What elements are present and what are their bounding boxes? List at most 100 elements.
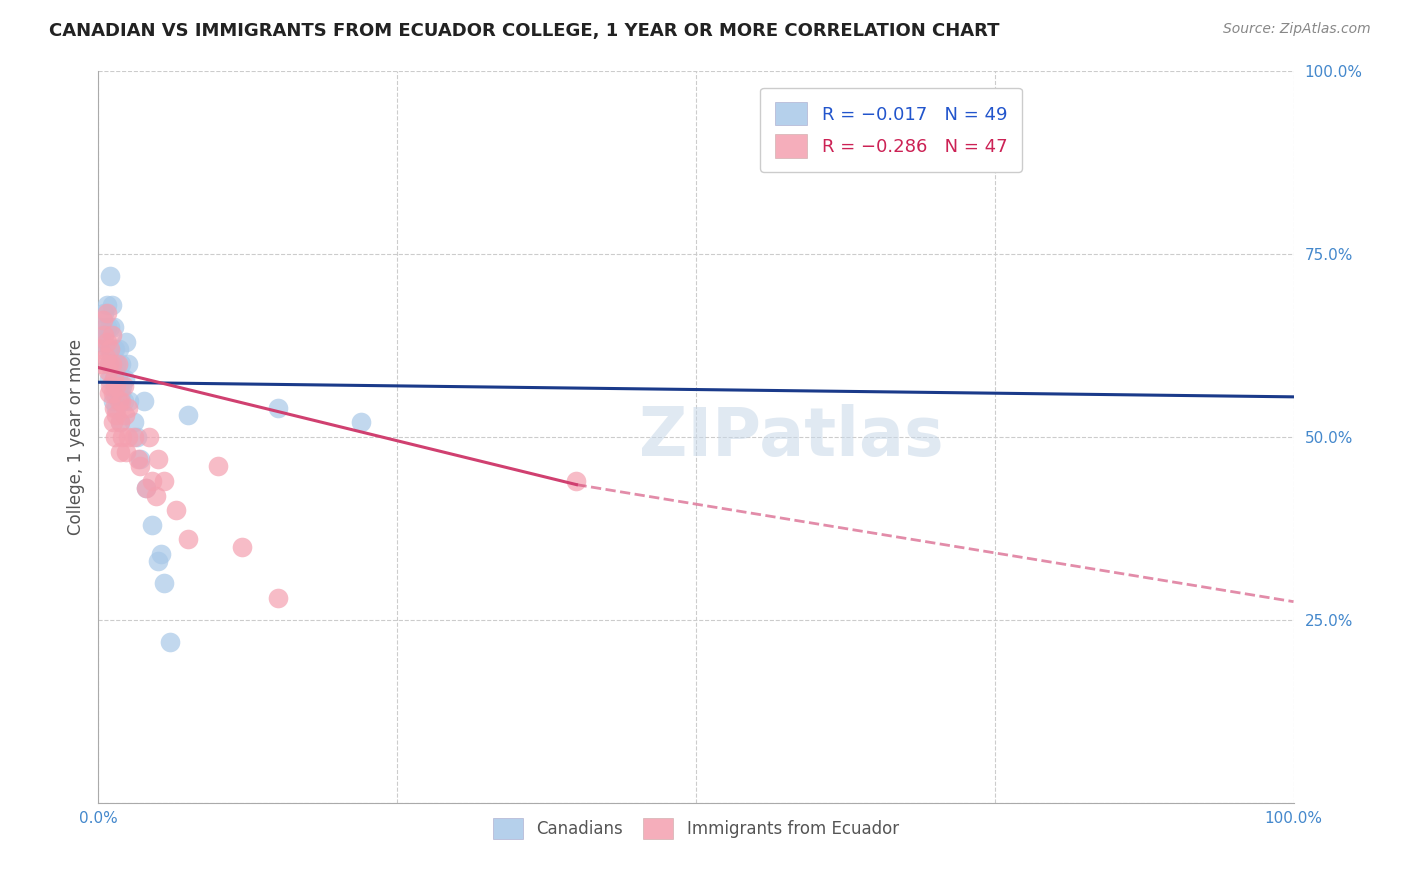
Point: [118, 393, 141, 408]
Point: [108, 393, 131, 408]
Point: [145, 489, 167, 503]
Point: [111, 379, 134, 393]
Point: [100, 327, 122, 342]
Point: [89, 320, 111, 334]
Point: [148, 452, 170, 467]
Point: [153, 576, 176, 591]
Point: [97, 343, 120, 357]
Y-axis label: College, 1 year or more: College, 1 year or more: [66, 339, 84, 535]
Point: [98, 343, 122, 357]
Point: [100, 357, 122, 371]
Point: [98, 343, 122, 357]
Point: [135, 481, 157, 495]
Point: [101, 386, 124, 401]
Point: [149, 547, 172, 561]
Point: [125, 430, 148, 444]
Point: [165, 503, 187, 517]
Point: [103, 320, 125, 334]
Point: [267, 401, 290, 415]
Point: [107, 357, 129, 371]
Point: [107, 343, 129, 357]
Point: [93, 327, 115, 342]
Point: [103, 343, 125, 357]
Point: [177, 408, 200, 422]
Point: [112, 379, 135, 393]
Point: [132, 393, 155, 408]
Point: [159, 635, 181, 649]
Text: ZIPatlas: ZIPatlas: [640, 404, 943, 470]
Point: [207, 459, 229, 474]
Point: [91, 357, 114, 371]
Point: [138, 430, 160, 444]
Point: [103, 401, 125, 415]
Point: [104, 343, 127, 357]
Point: [96, 306, 118, 320]
Point: [110, 393, 132, 408]
Point: [267, 591, 290, 605]
Point: [108, 416, 131, 430]
Point: [104, 386, 127, 401]
Text: Source: ZipAtlas.com: Source: ZipAtlas.com: [1223, 22, 1371, 37]
Point: [111, 430, 134, 444]
Point: [98, 379, 122, 393]
Point: [103, 371, 125, 385]
Point: [110, 386, 132, 401]
Point: [101, 357, 124, 371]
Point: [117, 430, 139, 444]
Point: [231, 540, 253, 554]
Text: CANADIAN VS IMMIGRANTS FROM ECUADOR COLLEGE, 1 YEAR OR MORE CORRELATION CHART: CANADIAN VS IMMIGRANTS FROM ECUADOR COLL…: [49, 22, 1000, 40]
Point: [98, 357, 121, 371]
Point: [177, 533, 200, 547]
Point: [117, 357, 139, 371]
Point: [94, 350, 117, 364]
Point: [117, 401, 139, 415]
Point: [115, 444, 138, 458]
Point: [96, 320, 118, 334]
Point: [105, 401, 128, 415]
Point: [93, 327, 115, 342]
Point: [101, 416, 124, 430]
Point: [148, 554, 170, 568]
Point: [124, 430, 146, 444]
Point: [107, 379, 129, 393]
Point: [98, 357, 121, 371]
Point: [107, 393, 129, 408]
Point: [135, 481, 157, 495]
Point: [107, 371, 129, 385]
Point: [105, 379, 128, 393]
Point: [103, 371, 125, 385]
Point: [110, 357, 132, 371]
Point: [98, 269, 122, 284]
Point: [105, 357, 128, 371]
Point: [98, 386, 121, 401]
Point: [114, 371, 136, 385]
Point: [129, 452, 152, 467]
Point: [114, 408, 136, 422]
Point: [89, 343, 111, 357]
Point: [153, 474, 176, 488]
Point: [105, 379, 128, 393]
Point: [96, 334, 118, 349]
Point: [105, 408, 128, 422]
Legend: Canadians, Immigrants from Ecuador: Canadians, Immigrants from Ecuador: [486, 811, 905, 846]
Point: [350, 416, 373, 430]
Point: [91, 334, 114, 349]
Point: [129, 459, 152, 474]
Point: [98, 320, 122, 334]
Point: [100, 298, 122, 312]
Point: [108, 444, 131, 458]
Point: [565, 474, 588, 488]
Point: [141, 474, 163, 488]
Point: [112, 393, 135, 408]
Point: [97, 364, 120, 378]
Point: [108, 416, 131, 430]
Point: [124, 416, 146, 430]
Point: [96, 298, 118, 312]
Point: [115, 334, 138, 349]
Point: [91, 313, 114, 327]
Point: [104, 430, 127, 444]
Point: [98, 371, 121, 385]
Point: [93, 306, 115, 320]
Point: [141, 517, 163, 532]
Point: [101, 393, 124, 408]
